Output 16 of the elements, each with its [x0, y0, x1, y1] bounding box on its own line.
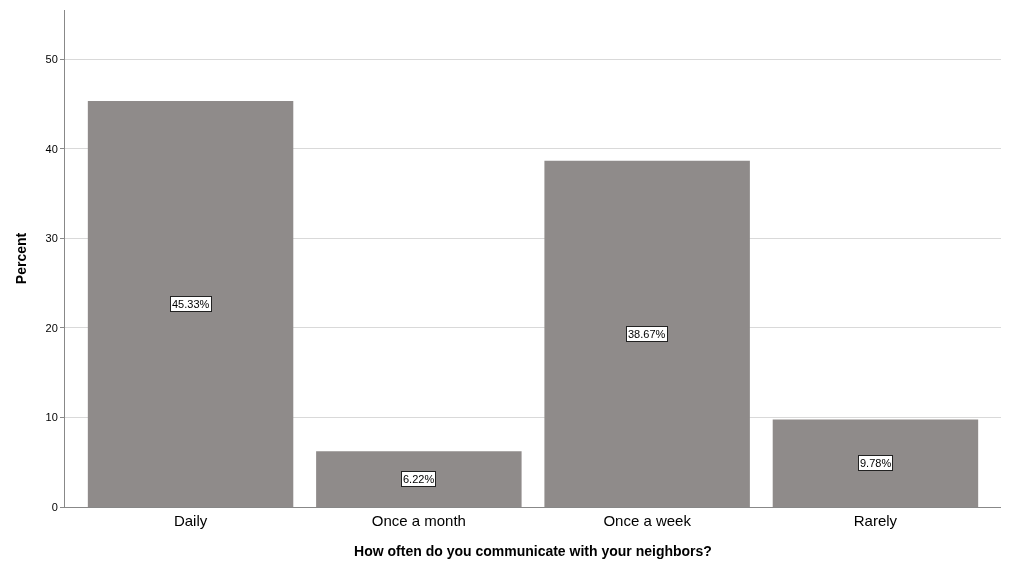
y-tick-label: 50 — [45, 53, 58, 66]
x-tick-label: Once a month — [371, 512, 466, 529]
data-label: 45.33% — [172, 298, 210, 310]
data-label: 9.78% — [860, 457, 892, 469]
x-tick-label: Daily — [173, 512, 208, 529]
x-axis-title: How often do you communicate with your neighbors? — [354, 543, 712, 560]
data-label: 38.67% — [628, 328, 666, 340]
data-label: 6.22% — [403, 473, 435, 485]
y-axis-title: Percent — [13, 232, 30, 285]
y-tick-label: 10 — [45, 411, 58, 424]
y-tick-label: 40 — [45, 142, 58, 155]
x-tick-label: Once a week — [603, 512, 692, 529]
y-tick-label: 0 — [51, 500, 58, 513]
y-tick-label: 20 — [45, 321, 58, 334]
x-tick-label: Rarely — [853, 512, 898, 529]
y-tick-label: 30 — [45, 232, 58, 245]
